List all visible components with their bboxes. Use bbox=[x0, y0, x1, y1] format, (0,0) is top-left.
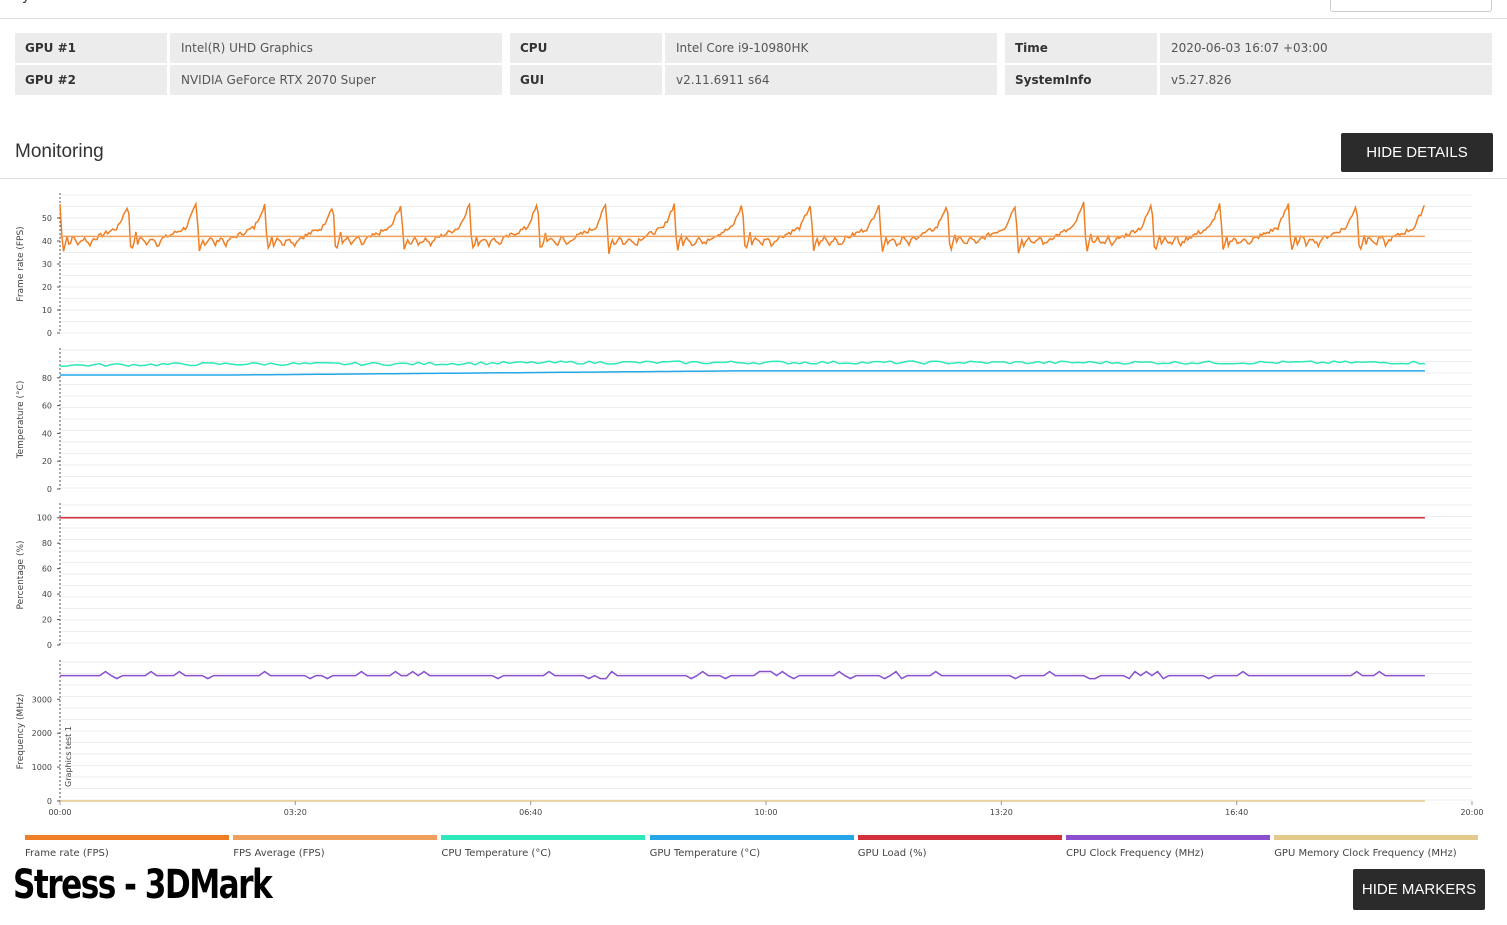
marker-label: Graphics test 1 bbox=[64, 726, 73, 787]
series-line-frame-rate bbox=[59, 201, 1426, 254]
y-tick-label: 3000 bbox=[32, 695, 52, 704]
x-tick-label: 20:00 bbox=[1460, 808, 1483, 817]
legend-label: GPU Load (%) bbox=[857, 848, 927, 859]
legend-swatch bbox=[1274, 835, 1479, 840]
legend-label: Frame rate (FPS) bbox=[25, 848, 109, 859]
time-key: Time bbox=[1005, 33, 1157, 63]
y-tick-label: 60 bbox=[42, 565, 52, 574]
y-tick-label: 20 bbox=[42, 616, 52, 625]
y-axis-label: Percentage (%) bbox=[16, 540, 26, 609]
systeminfo-key: SystemInfo bbox=[1005, 65, 1157, 95]
gui-value: v2.11.6911 s64 bbox=[665, 65, 997, 95]
y-tick-label: 0 bbox=[47, 797, 52, 806]
legend-item[interactable]: CPU Temperature (°C) bbox=[441, 835, 646, 859]
legend-label: GPU Memory Clock Frequency (MHz) bbox=[1274, 848, 1457, 859]
legend-label: FPS Average (FPS) bbox=[233, 848, 325, 859]
y-tick-label: 50 bbox=[42, 214, 52, 223]
y-tick-label: 30 bbox=[42, 260, 52, 269]
legend-item[interactable]: GPU Temperature (°C) bbox=[649, 835, 854, 859]
gpu2-key: GPU #2 bbox=[15, 65, 167, 95]
y-tick-label: 0 bbox=[47, 641, 52, 650]
time-value: 2020-06-03 16:07 +03:00 bbox=[1160, 33, 1492, 63]
y-axis-label: Frame rate (FPS) bbox=[16, 226, 26, 301]
legend-swatch bbox=[1066, 835, 1270, 840]
hide-markers-button[interactable]: HIDE MARKERS bbox=[1353, 869, 1485, 910]
y-tick-label: 40 bbox=[42, 237, 52, 246]
y-tick-label: 10 bbox=[42, 306, 52, 315]
top-cut-glyph: y bbox=[22, 0, 30, 4]
y-axis-label: Frequency (MHz) bbox=[16, 694, 26, 770]
monitoring-chart: 0 10 20 30 40 50 Frame rate (FPS) 0 20 40 60 80 Temp… bbox=[16, 193, 1484, 817]
y-axis-label: Temperature (°C) bbox=[16, 381, 26, 460]
top-dropdown[interactable] bbox=[1330, 0, 1492, 12]
legend-swatch bbox=[441, 835, 646, 840]
legend-item[interactable]: FPS Average (FPS) bbox=[233, 835, 438, 859]
cpu-key: CPU bbox=[510, 33, 662, 63]
legend-label: GPU Temperature (°C) bbox=[649, 848, 761, 859]
x-tick-label: 16:40 bbox=[1225, 808, 1248, 817]
cpu-value: Intel Core i9-10980HK bbox=[665, 33, 997, 63]
y-tick-label: 40 bbox=[42, 590, 52, 599]
y-tick-label: 80 bbox=[42, 539, 52, 548]
legend-swatch bbox=[25, 835, 229, 840]
y-tick-label: 2000 bbox=[32, 729, 52, 738]
legend-item[interactable]: Frame rate (FPS) bbox=[25, 835, 229, 859]
y-tick-label: 0 bbox=[47, 329, 52, 338]
systeminfo-value: v5.27.826 bbox=[1160, 65, 1492, 95]
monitoring-divider bbox=[0, 178, 1507, 179]
series-line-cpu-temp bbox=[59, 360, 1425, 368]
y-tick-label: 40 bbox=[42, 429, 52, 438]
stress-caption: Stress - 3DMark bbox=[13, 862, 273, 908]
series-line-cpu-clock bbox=[60, 670, 1425, 680]
legend-swatch bbox=[857, 835, 1062, 840]
x-tick-label: 10:00 bbox=[754, 808, 777, 817]
x-tick-label: 00:00 bbox=[48, 808, 71, 817]
x-tick-label: 06:40 bbox=[519, 808, 542, 817]
legend-swatch bbox=[649, 835, 854, 840]
y-tick-label: 1000 bbox=[32, 763, 52, 772]
legend-item[interactable]: GPU Memory Clock Frequency (MHz) bbox=[1274, 835, 1479, 859]
monitoring-title: Monitoring bbox=[15, 141, 104, 162]
legend-label: CPU Temperature (°C) bbox=[441, 848, 552, 859]
legend-swatch bbox=[233, 835, 438, 840]
legend-item[interactable]: CPU Clock Frequency (MHz) bbox=[1066, 835, 1270, 859]
legend-item[interactable]: GPU Load (%) bbox=[857, 835, 1062, 859]
y-tick-label: 80 bbox=[42, 374, 52, 383]
series-line-gpu-temp bbox=[60, 370, 1425, 376]
x-tick-label: 03:20 bbox=[284, 808, 307, 817]
y-tick-label: 20 bbox=[42, 283, 52, 292]
hide-details-button[interactable]: HIDE DETAILS bbox=[1341, 133, 1493, 172]
top-divider bbox=[0, 18, 1507, 19]
gpu1-value: Intel(R) UHD Graphics bbox=[170, 33, 502, 63]
y-tick-label: 20 bbox=[42, 457, 52, 466]
legend-label: CPU Clock Frequency (MHz) bbox=[1066, 848, 1204, 859]
gpu2-value: NVIDIA GeForce RTX 2070 Super bbox=[170, 65, 502, 95]
y-tick-label: 60 bbox=[42, 402, 52, 411]
gpu1-key: GPU #1 bbox=[15, 33, 167, 63]
x-tick-label: 13:20 bbox=[990, 808, 1013, 817]
gui-key: GUI bbox=[510, 65, 662, 95]
y-tick-label: 100 bbox=[37, 514, 52, 523]
y-tick-label: 0 bbox=[47, 485, 52, 494]
